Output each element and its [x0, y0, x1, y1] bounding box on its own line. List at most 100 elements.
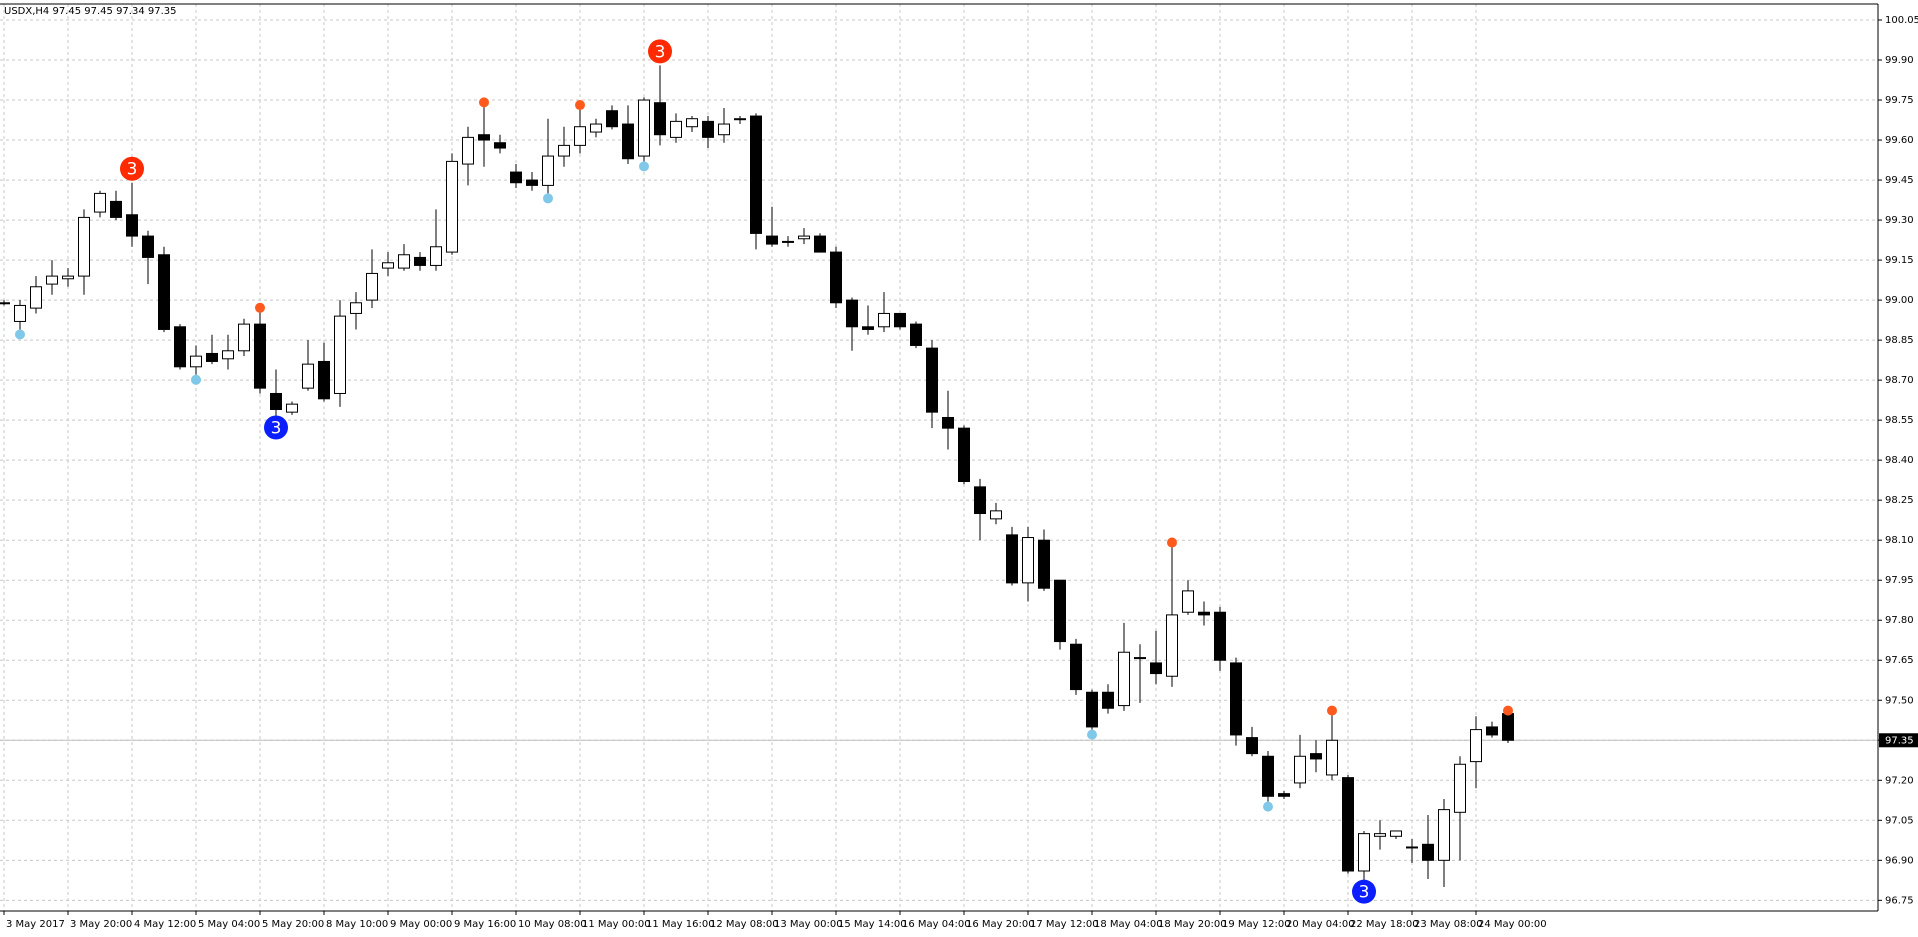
x-tick-label: 24 May 00:00	[1478, 919, 1547, 930]
candle-body	[974, 486, 986, 515]
candle-body	[958, 427, 970, 483]
candle-body	[590, 123, 602, 133]
candle-body	[734, 118, 746, 121]
candle-body	[350, 302, 362, 314]
buy-signal	[264, 415, 288, 440]
top-dot	[1327, 705, 1337, 716]
candle-body	[1470, 729, 1482, 763]
candle-body	[1022, 537, 1034, 584]
top-dot	[575, 100, 585, 111]
current-price-label: 97.35	[1885, 735, 1914, 746]
candle-body	[1262, 755, 1274, 797]
y-tick-label: 96.90	[1885, 855, 1914, 866]
candle-body	[990, 510, 1002, 520]
candle-body	[846, 299, 858, 328]
candle-body	[238, 323, 250, 352]
candle-body	[254, 323, 266, 389]
buy-signal-label: 3	[1359, 883, 1370, 903]
candle-body	[14, 304, 26, 322]
candle-body	[46, 275, 58, 285]
candle-body	[542, 155, 554, 186]
x-tick-label: 11 May 00:00	[582, 919, 651, 930]
x-tick-label: 22 May 18:00	[1350, 919, 1419, 930]
candle-body	[142, 235, 154, 258]
candle-body	[1214, 611, 1226, 661]
bottom-drop	[15, 329, 25, 340]
sell-signal	[120, 156, 144, 181]
candle-body	[718, 123, 730, 136]
candle-body	[1310, 753, 1322, 760]
bottom-drop	[543, 193, 553, 204]
candle-body	[1406, 846, 1418, 849]
candle-body	[862, 326, 874, 330]
x-tick-label: 18 May 04:00	[1094, 919, 1163, 930]
x-tick-label: 5 May 20:00	[262, 919, 324, 930]
x-tick-label: 9 May 00:00	[390, 919, 452, 930]
candle-body	[830, 251, 842, 304]
candles: 3 3 3 3	[0, 39, 1514, 904]
top-dot	[1503, 705, 1513, 716]
candle-body	[1198, 611, 1210, 616]
candle-body	[478, 134, 490, 141]
candle-body	[942, 416, 954, 429]
candle-body	[1038, 539, 1050, 589]
candle-body	[398, 254, 410, 269]
bottom-drop	[1087, 729, 1097, 740]
y-tick-label: 100.05	[1885, 15, 1918, 26]
candle-body	[622, 123, 634, 160]
y-tick-label: 99.75	[1885, 95, 1914, 106]
y-tick-label: 98.40	[1885, 455, 1914, 466]
candle-body	[62, 275, 74, 280]
candle-body	[366, 272, 378, 301]
y-tick-label: 98.85	[1885, 335, 1914, 346]
candle-body	[1326, 739, 1338, 776]
candle-body	[1294, 755, 1306, 784]
x-tick-label: 17 May 12:00	[1030, 919, 1099, 930]
y-tick-label: 99.30	[1885, 215, 1914, 226]
candle-body	[526, 179, 538, 186]
candle-body	[174, 326, 186, 368]
candle-body	[430, 246, 442, 266]
candle-body	[1006, 534, 1018, 584]
x-tick-label: 10 May 08:00	[518, 919, 587, 930]
x-tick-label: 12 May 08:00	[710, 919, 779, 930]
x-tick-label: 20 May 04:00	[1286, 919, 1355, 930]
candle-body	[1486, 726, 1498, 736]
y-tick-label: 97.50	[1885, 695, 1914, 706]
y-tick-label: 97.65	[1885, 655, 1914, 666]
x-tick-label: 13 May 00:00	[774, 919, 843, 930]
candle-body	[0, 302, 10, 305]
y-tick-label: 97.95	[1885, 575, 1914, 586]
candle-body	[110, 200, 122, 218]
y-tick-label: 97.20	[1885, 775, 1914, 786]
x-tick-label: 15 May 14:00	[838, 919, 907, 930]
candle-body	[94, 192, 106, 213]
x-tick-label: 3 May 20:00	[70, 919, 132, 930]
candle-body	[286, 403, 298, 413]
candle-body	[126, 214, 138, 237]
y-tick-label: 99.15	[1885, 255, 1914, 266]
candle-body	[510, 171, 522, 184]
y-tick-label: 99.60	[1885, 135, 1914, 146]
bottom-drop	[639, 161, 649, 172]
candle-body	[30, 286, 42, 309]
candle-body	[1278, 793, 1290, 797]
y-tick-label: 96.75	[1885, 895, 1914, 906]
y-tick-label: 98.25	[1885, 495, 1914, 506]
candle-body	[462, 136, 474, 165]
y-tick-label: 97.80	[1885, 615, 1914, 626]
y-tick-label: 98.55	[1885, 415, 1914, 426]
candle-body	[158, 254, 170, 330]
candle-body	[750, 115, 762, 234]
x-tick-label: 11 May 16:00	[646, 919, 715, 930]
x-tick-label: 3 May 2017	[6, 919, 65, 930]
candle-body	[606, 110, 618, 128]
candle-body	[1342, 777, 1354, 872]
x-tick-label: 16 May 04:00	[902, 919, 971, 930]
candle-body	[926, 347, 938, 413]
candle-body	[302, 363, 314, 389]
x-tick-label: 23 May 08:00	[1414, 919, 1483, 930]
y-tick-label: 97.05	[1885, 815, 1914, 826]
